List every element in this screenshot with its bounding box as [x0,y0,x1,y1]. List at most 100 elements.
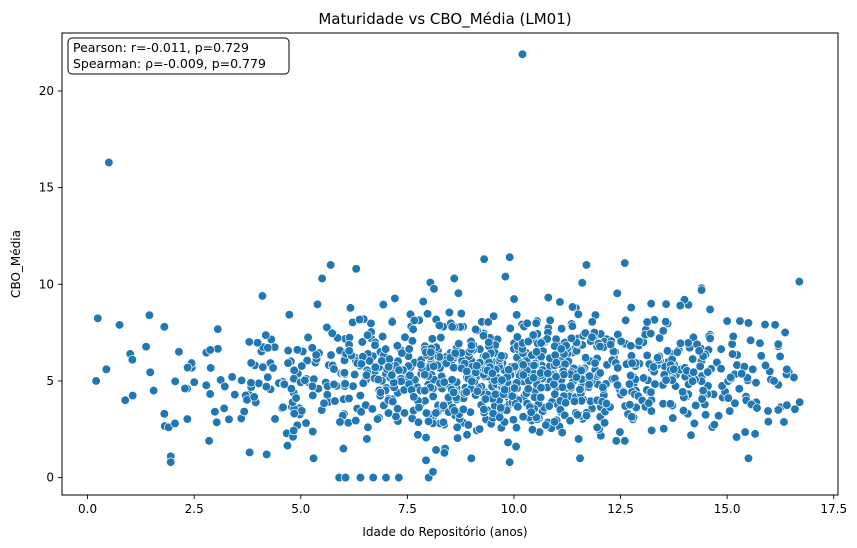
data-point [743,453,754,463]
data-point [472,386,483,396]
data-point [407,336,418,346]
data-point [661,375,671,385]
data-point [383,408,394,418]
data-point [378,299,389,310]
data-point [644,398,654,408]
data-point [289,408,299,419]
data-point [180,383,190,394]
data-point [529,360,539,371]
data-point [201,380,211,390]
data-point [773,339,783,349]
data-point [713,411,724,421]
data-point [601,398,612,409]
data-point [752,403,762,413]
data-point [634,336,644,346]
data-point [356,407,366,417]
data-point [244,447,255,458]
data-point [303,332,313,343]
data-point [780,327,790,338]
pearson-stat-text: Pearson: r=-0.011, p=0.729 [73,40,249,55]
data-point [246,378,256,388]
data-point [283,358,293,368]
data-point [652,353,663,363]
data-point [479,404,489,415]
data-point [511,422,522,433]
data-point [683,338,693,348]
data-point [606,339,616,350]
stats-annotation: Pearson: r=-0.011, p=0.729 Spearman: ρ=-… [67,37,290,75]
data-point [421,432,431,443]
data-point [541,420,551,430]
data-point [755,338,765,348]
data-point [400,332,410,342]
data-point [509,383,520,393]
data-point [678,405,689,416]
data-point [311,350,321,360]
data-point [463,420,473,430]
data-point [409,315,420,326]
outlier-point [517,49,528,59]
data-point [397,348,407,358]
data-point [770,320,780,330]
data-point [458,404,468,415]
data-point [257,291,268,301]
data-point [289,365,299,376]
data-point [474,424,485,434]
x-tick-label: 2.5 [185,502,204,516]
data-point [159,322,169,332]
data-point [557,382,568,392]
data-point [646,406,657,416]
data-point [626,412,637,422]
data-point [551,358,561,368]
data-point [101,364,111,374]
data-point [429,284,439,294]
data-point [220,381,230,392]
data-point [447,375,457,385]
data-point [734,384,744,394]
data-point [555,297,565,307]
data-point [212,417,222,427]
data-point [646,328,656,339]
data-point [307,343,317,353]
data-point [219,403,229,414]
data-point [503,437,513,448]
data-point [725,406,735,416]
data-point [621,315,631,326]
data-point [743,318,754,328]
data-point [368,472,378,483]
data-point [427,334,438,344]
outlier-point [104,157,114,168]
data-point [356,359,367,369]
data-point [556,324,567,334]
data-point [244,337,254,347]
data-point [289,425,299,436]
points-layer [91,49,805,483]
data-point [675,300,685,311]
data-point [213,324,223,334]
y-axis-label: CBO_Média [9,230,23,298]
data-point [413,430,423,440]
data-point [263,372,273,382]
data-point [373,374,383,385]
data-point [567,321,578,331]
data-point [344,393,354,404]
data-point [439,448,450,458]
data-point [696,285,707,295]
data-point [210,407,220,417]
data-point [727,339,737,349]
data-point [91,376,101,386]
data-point [370,362,380,372]
data-point [544,401,554,411]
data-point [549,417,560,427]
data-point [512,310,522,320]
data-point [420,370,430,380]
data-point [421,408,432,418]
data-point [523,336,533,347]
data-point [282,440,293,451]
data-point [723,393,733,403]
data-point [444,307,455,318]
data-point [572,410,582,420]
y-tick-label: 10 [39,277,54,291]
data-point [590,358,600,368]
